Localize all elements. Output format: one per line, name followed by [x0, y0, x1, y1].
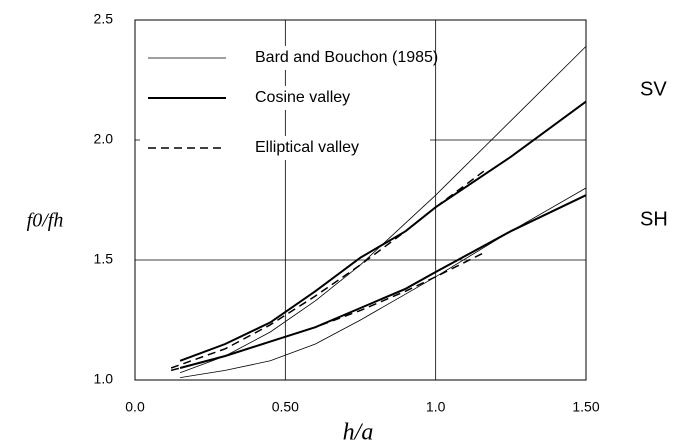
x-tick-label: 1.0 — [426, 399, 446, 415]
annotation: SV — [640, 78, 667, 100]
plot-frame — [134, 19, 587, 381]
x-tick-label: 1.50 — [572, 399, 599, 415]
legend-label: Bard and Bouchon (1985) — [255, 49, 438, 66]
line-sh — [170, 252, 485, 372]
y-axis-label: f0/fh — [27, 210, 64, 232]
line-sh — [180, 187, 587, 378]
line-sv — [179, 100, 587, 362]
x-tick-label: 0.50 — [272, 399, 299, 415]
y-tick-label: 1.0 — [94, 371, 114, 387]
legend-label: Elliptical valley — [255, 139, 359, 156]
annotation: SH — [640, 208, 668, 230]
y-tick-label: 1.5 — [94, 251, 114, 267]
line-sv — [170, 170, 485, 369]
legend-label: Cosine valley — [255, 89, 350, 106]
y-tick-label: 2.5 — [94, 11, 114, 27]
x-tick-label: 0.0 — [125, 399, 145, 415]
y-tick-label: 2.0 — [94, 131, 114, 147]
x-axis-label: h/a — [343, 420, 374, 446]
line-sh — [179, 194, 587, 369]
line-sv — [179, 46, 587, 374]
